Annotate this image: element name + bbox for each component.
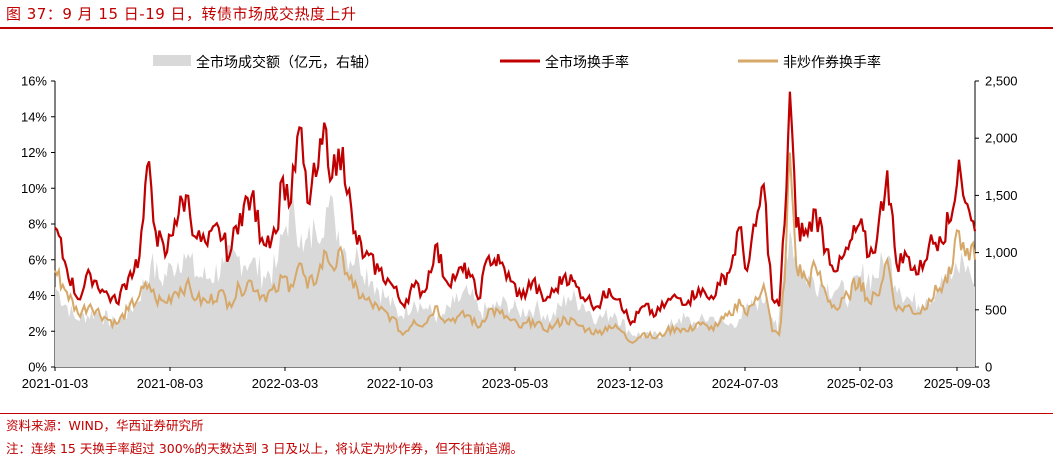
right-tick-label: 1,500 bbox=[985, 188, 1018, 203]
left-tick-label: 8% bbox=[28, 217, 47, 232]
right-tick-label: 1,000 bbox=[985, 245, 1018, 260]
x-tick-label: 2025-09-03 bbox=[924, 376, 991, 391]
x-tick-label: 2023-12-03 bbox=[597, 376, 664, 391]
non-spec-turnover-line bbox=[54, 152, 976, 345]
legend-nonspec-label: 非炒作券换手率 bbox=[783, 54, 881, 71]
footnote: 注：连续 15 天换手率超过 300%的天数达到 3 日及以上，将认定为炒作券，… bbox=[6, 441, 523, 456]
right-tick-label: 0 bbox=[985, 360, 992, 375]
market-turnover-line bbox=[54, 91, 977, 327]
left-tick-label: 16% bbox=[21, 74, 47, 89]
left-tick-label: 14% bbox=[21, 109, 47, 124]
volume-area bbox=[55, 184, 975, 367]
x-tick-label: 2021-08-03 bbox=[137, 376, 204, 391]
source-note: 资料来源：WIND，华西证券研究所 bbox=[6, 418, 204, 433]
left-tick-label: 10% bbox=[21, 181, 47, 196]
left-tick-label: 12% bbox=[21, 145, 47, 160]
left-axis-ticks: 0% 2% 4% 6% 8% 10% 12% 14% 16% bbox=[21, 74, 55, 375]
x-tick-label: 2025-02-03 bbox=[827, 376, 894, 391]
right-tick-label: 2,000 bbox=[985, 131, 1018, 146]
legend: 全市场成交额（亿元，右轴） 全市场换手率 非炒作券换手率 bbox=[153, 54, 881, 71]
legend-volume-label: 全市场成交额（亿元，右轴） bbox=[196, 54, 378, 71]
right-tick-label: 2,500 bbox=[985, 74, 1018, 89]
legend-volume-swatch bbox=[153, 55, 191, 66]
title-divider bbox=[0, 27, 1053, 29]
x-tick-label: 2022-10-03 bbox=[367, 376, 434, 391]
turnover-chart: 0% 2% 4% 6% 8% 10% 12% 14% 16% 0 500 1,000 1,500 2,0… bbox=[21, 54, 1018, 391]
left-tick-label: 0% bbox=[28, 360, 47, 375]
chart-title: 图 37：9 月 15 日-19 日，转债市场成交热度上升 bbox=[6, 5, 357, 23]
x-tick-label: 2024-07-03 bbox=[712, 376, 779, 391]
right-tick-label: 500 bbox=[985, 302, 1007, 317]
right-axis-ticks: 0 500 1,000 1,500 2,000 2,500 bbox=[975, 74, 1018, 375]
footer-divider bbox=[0, 413, 1053, 414]
left-tick-label: 4% bbox=[28, 288, 47, 303]
left-tick-label: 2% bbox=[28, 324, 47, 339]
x-tick-label: 2023-05-03 bbox=[482, 376, 549, 391]
left-tick-label: 6% bbox=[28, 252, 47, 267]
x-axis-ticks: 2021-01-03 2021-08-03 2022-03-03 2022-10-03… bbox=[22, 367, 991, 391]
x-tick-label: 2021-01-03 bbox=[22, 376, 89, 391]
legend-market-label: 全市场换手率 bbox=[545, 54, 629, 71]
x-tick-label: 2022-03-03 bbox=[252, 376, 319, 391]
